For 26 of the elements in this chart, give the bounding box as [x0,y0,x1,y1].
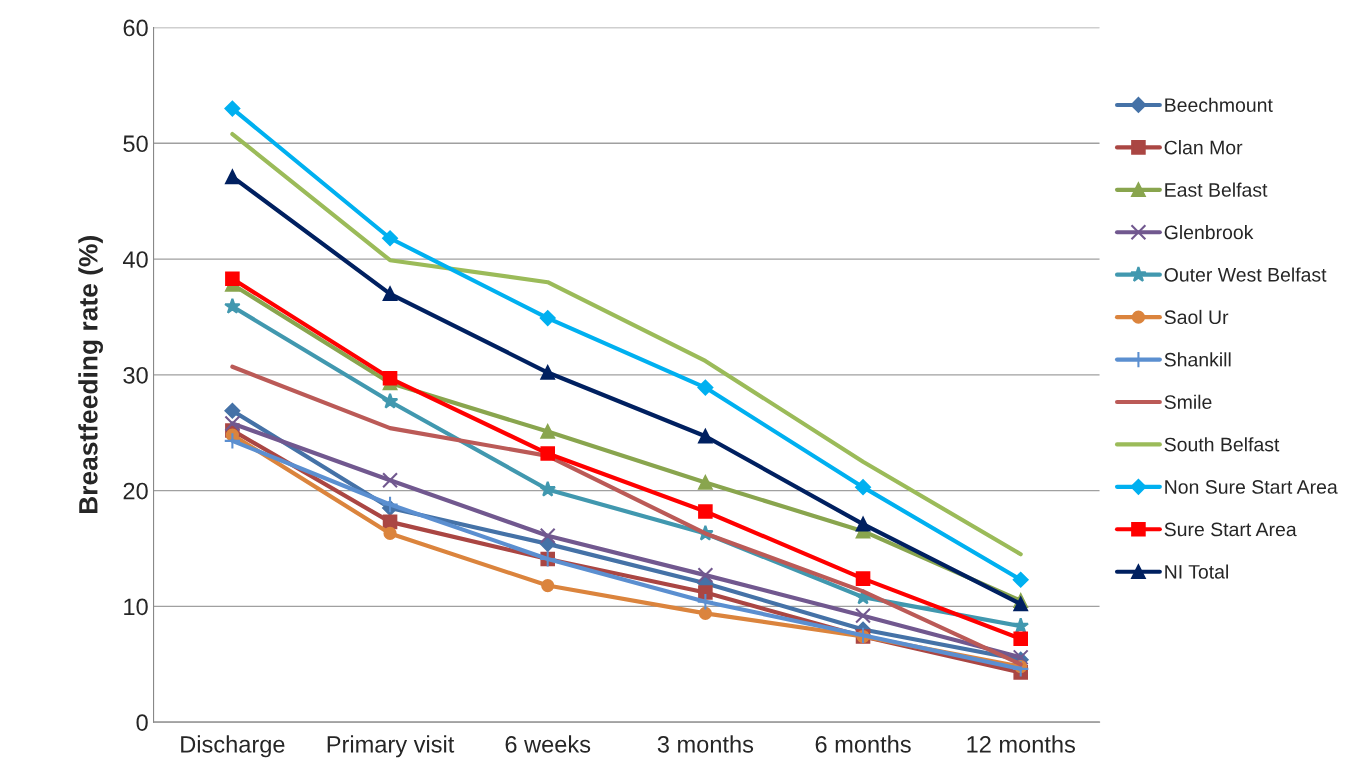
legend-label: Shankill [1164,352,1231,367]
y-tick-label: 20 [123,482,148,500]
x-tick-label: 6 weeks [505,735,591,753]
legend-label: Glenbrook [1164,224,1254,240]
y-tick-label: 30 [123,366,148,384]
y-axis-title: Breastfeeding rate (%) [78,236,103,514]
y-tick-label: 50 [123,135,148,153]
legend-label: Outer West Belfast [1164,267,1327,282]
y-tick-label: 10 [124,598,148,616]
x-tick-label: Primary visit [327,735,455,758]
x-tick-label: 3 months [657,735,754,753]
legend-label: Smile [1164,394,1212,409]
legend-label: Beechmount [1165,97,1273,112]
legend-label: NI Total [1165,564,1228,579]
legend-label: East Belfast [1165,182,1268,197]
legend-label: Sure Start Area [1164,522,1297,537]
x-tick-label: 6 months [815,735,911,753]
legend-label: Clan Mor [1164,140,1243,155]
y-tick-label: 40 [122,251,148,268]
x-tick-label: 12 months [967,735,1075,753]
legend-label: Non Sure Start Area [1165,480,1338,494]
y-tick-label: 60 [123,19,148,37]
x-tick-label: Discharge [181,735,285,758]
legend-label: South Belfast [1164,437,1280,452]
y-tick-label: 0 [136,714,148,731]
legend-label: Saol Ur [1164,309,1229,325]
